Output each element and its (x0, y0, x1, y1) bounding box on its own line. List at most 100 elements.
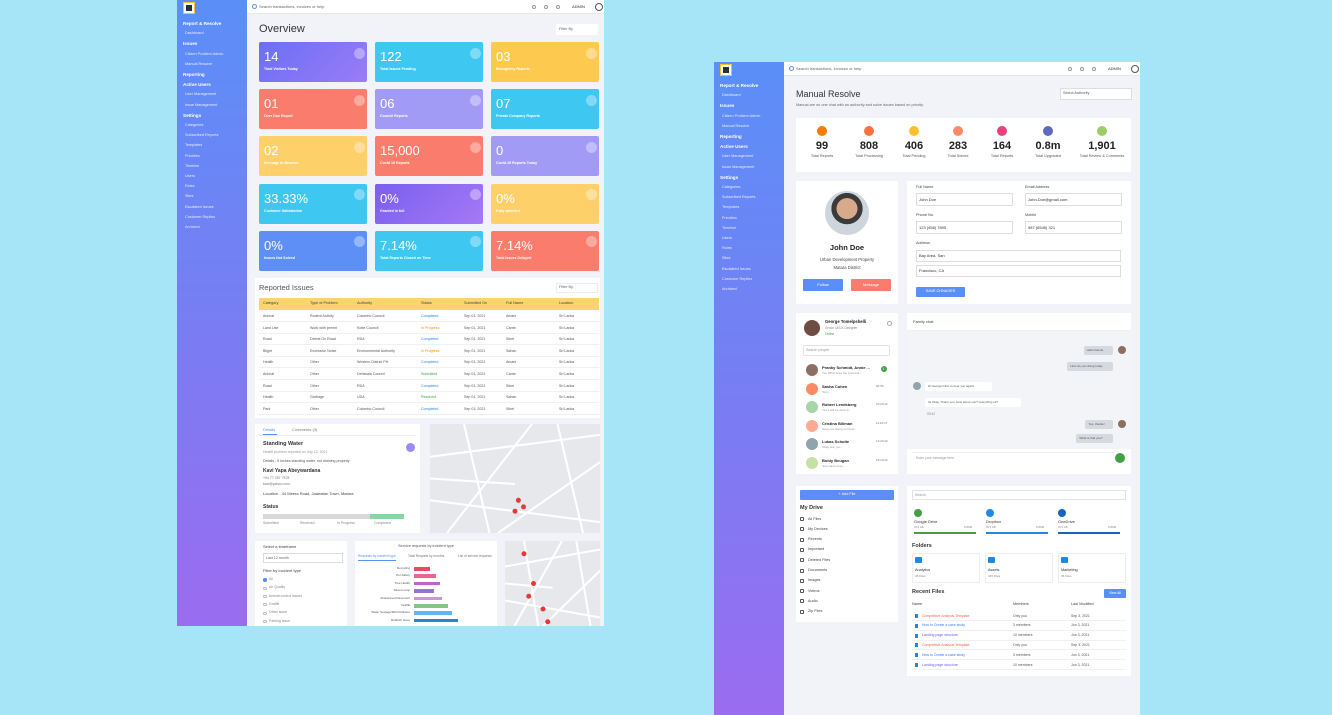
sidebar-section[interactable]: Settings (720, 174, 739, 180)
sidebar-link[interactable]: Issue Management (722, 164, 755, 169)
table-row[interactable] (259, 346, 599, 357)
file-row[interactable] (912, 661, 1126, 670)
sidebar-section[interactable]: Issues (183, 41, 198, 47)
table-row[interactable] (259, 323, 599, 334)
folder-name[interactable]: Assets (988, 568, 1000, 572)
sidebar-link[interactable]: Dashboard (185, 31, 204, 36)
file-row[interactable] (912, 622, 1126, 631)
map-pin[interactable] (521, 504, 526, 510)
sidebar-link[interactable]: Users (185, 174, 195, 178)
sidebar-section[interactable]: Reporting (183, 72, 205, 77)
folder-name[interactable]: Analytics (915, 568, 931, 572)
sidebar-link[interactable]: Sites (185, 194, 194, 199)
stat-card[interactable] (375, 136, 483, 177)
sidebar-link[interactable]: Priorities (185, 153, 200, 158)
sidebar-link[interactable]: Categories (722, 185, 741, 189)
drive-link[interactable]: Zip Files (808, 609, 823, 614)
sidebar-link[interactable]: Timeline (185, 163, 200, 168)
text-input[interactable] (916, 250, 1121, 262)
map-pin[interactable] (515, 497, 521, 503)
sidebar-link[interactable]: Templates (722, 205, 740, 210)
sidebar-link[interactable]: Citizen Problem Admin (722, 113, 761, 118)
files-search-label[interactable]: Search (915, 492, 927, 497)
table-row[interactable] (259, 392, 599, 404)
stat-card[interactable] (375, 89, 483, 130)
radio-label[interactable]: Parking issue (269, 618, 291, 623)
text-input[interactable] (916, 221, 1013, 234)
drive-link[interactable]: Recents (808, 537, 822, 542)
radio-label[interactable]: Air Quality (269, 585, 286, 590)
sidebar-link[interactable]: Customer Replies (185, 214, 216, 219)
file-name[interactable]: How to Create a case study (922, 652, 965, 657)
table-row[interactable] (259, 369, 599, 380)
save-label[interactable]: SAVE CHNAGES (925, 289, 956, 293)
search-field[interactable]: Search transactions, invoices or help (796, 66, 862, 71)
file-row[interactable] (912, 612, 1126, 621)
message-placeholder[interactable]: Enter your message here (916, 456, 955, 460)
stat-card[interactable] (375, 230, 483, 271)
text-input[interactable] (1025, 221, 1122, 234)
field-value[interactable]: John Doe (919, 197, 937, 202)
storage-name[interactable]: Dropbox (986, 519, 1002, 524)
stat-card[interactable] (491, 136, 599, 177)
view-all-label[interactable]: View All (1109, 591, 1121, 595)
chart-tab[interactable]: List of service requests (458, 554, 492, 558)
sidebar-section[interactable]: Active Users (720, 144, 748, 150)
stat-card[interactable] (259, 230, 367, 271)
map-pin[interactable] (540, 606, 546, 612)
stat-card[interactable] (375, 42, 483, 82)
select-label[interactable]: Select Authority (1063, 91, 1090, 95)
stat-card[interactable] (491, 183, 599, 224)
user-menu[interactable]: ADMIN (572, 4, 585, 9)
file-row[interactable] (912, 641, 1126, 651)
stat-card[interactable] (259, 89, 367, 130)
drive-link[interactable]: Important (808, 547, 825, 552)
chart-tab[interactable]: Total Request by months (408, 554, 445, 558)
sidebar-section[interactable]: Reporting (720, 134, 742, 139)
stat-card[interactable] (491, 42, 599, 82)
stat-card[interactable] (375, 183, 483, 224)
sidebar-link[interactable]: Templates (185, 143, 203, 148)
sidebar-link[interactable]: Customer Replies (722, 276, 753, 281)
message-label[interactable]: Message (862, 282, 880, 287)
sidebar-section[interactable]: Report & Resolve (720, 83, 759, 88)
sidebar-section[interactable]: Settings (183, 112, 202, 118)
file-row[interactable] (912, 632, 1126, 641)
text-input[interactable] (916, 193, 1013, 206)
follow-label[interactable]: Follow (817, 282, 829, 287)
map-pin[interactable] (545, 619, 551, 625)
radio-label[interactable]: Graffiti (269, 601, 280, 606)
files-search[interactable] (912, 490, 1126, 500)
drive-link[interactable]: Videos (808, 588, 820, 593)
map-pin[interactable] (521, 551, 527, 557)
sidebar-link[interactable]: Manual Resolve (185, 61, 213, 66)
drive-link[interactable]: All Files (808, 516, 822, 521)
radio-label[interactable]: All (269, 577, 273, 581)
drive-link[interactable]: Documents (808, 568, 828, 572)
sidebar-link[interactable]: Archived (185, 225, 200, 229)
stat-card[interactable] (491, 230, 599, 271)
drive-link[interactable]: My Devices (808, 526, 828, 531)
add-file-button[interactable] (800, 490, 894, 500)
drive-link[interactable]: Audio (808, 598, 818, 603)
map-pin[interactable] (512, 508, 518, 514)
sidebar-link[interactable]: Users (722, 236, 732, 240)
sidebar-section[interactable]: Report & Resolve (183, 21, 222, 26)
sidebar-link[interactable]: Subscribed Reports (722, 195, 756, 200)
add-file-label[interactable]: + Add File (838, 492, 856, 496)
file-name[interactable]: Competitive Analysis Template (922, 642, 970, 647)
stat-card[interactable] (491, 89, 599, 130)
filter-dropdown[interactable] (556, 283, 598, 293)
stat-card[interactable] (259, 42, 367, 82)
save-button[interactable] (916, 287, 965, 297)
search-field[interactable]: Search transactions, invoices or help (259, 4, 325, 9)
sidebar-link[interactable]: Priorities (722, 215, 737, 220)
timeframe-select[interactable] (263, 553, 343, 563)
sidebar-link[interactable]: Timeline (722, 225, 737, 230)
chart-tab[interactable]: Requests by incident type (358, 554, 396, 558)
folder-name[interactable]: Marketing (1061, 568, 1078, 572)
sidebar-link[interactable]: Sites (722, 256, 731, 261)
text-input[interactable] (916, 265, 1121, 277)
message-input[interactable] (912, 452, 1114, 465)
user-menu[interactable]: ADMIN (1108, 66, 1121, 71)
